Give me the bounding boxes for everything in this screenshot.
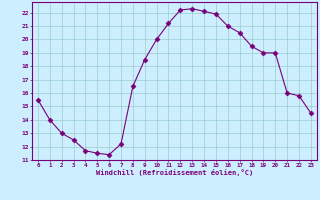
X-axis label: Windchill (Refroidissement éolien,°C): Windchill (Refroidissement éolien,°C) xyxy=(96,169,253,176)
